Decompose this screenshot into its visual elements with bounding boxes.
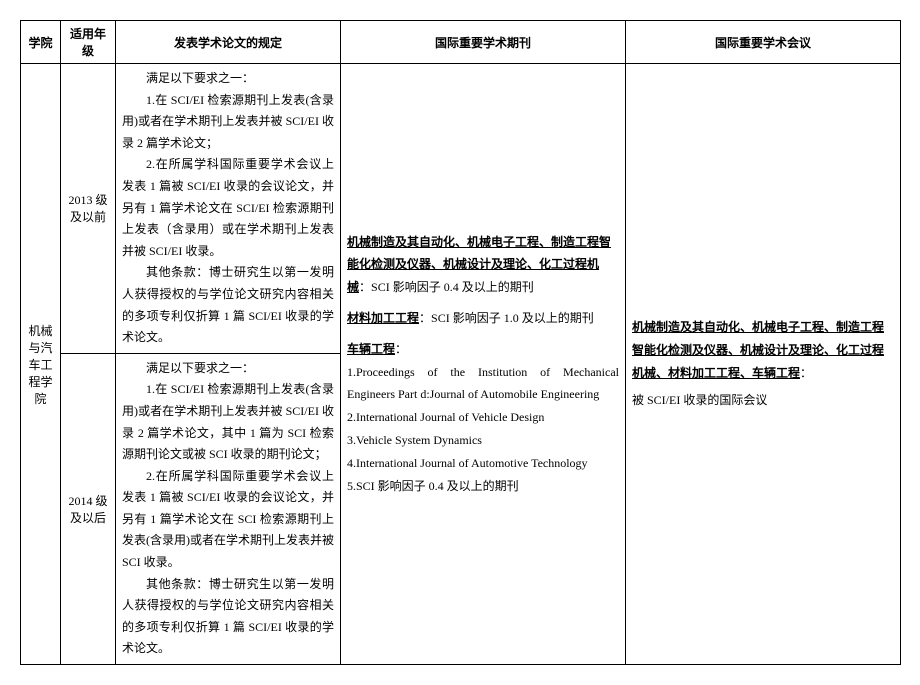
rule-item: 1.在 SCI/EI 检索源期刊上发表(含录用)或者在学术期刊上发表并被 SCI… xyxy=(122,379,334,465)
header-rule: 发表学术论文的规定 xyxy=(116,21,341,64)
conference-subject: 机械制造及其自动化、机械电子工程、制造工程智能化检测及仪器、机械设计及理论、化工… xyxy=(632,320,884,380)
journal-subject: 材料加工工程 xyxy=(347,311,419,325)
rule-other: 其他条款：博士研究生以第一发明人获得授权的与学位论文研究内容相关的多项专利仅折算… xyxy=(122,262,334,348)
header-row: 学院 适用年级 发表学术论文的规定 国际重要学术期刊 国际重要学术会议 xyxy=(21,21,901,64)
rule-item: 2.在所属学科国际重要学术会议上发表 1 篇被 SCI/EI 收录的会议论文，并… xyxy=(122,466,334,574)
grade-cell-1: 2013 级及以前 xyxy=(61,64,116,354)
conference-tail: ： xyxy=(800,366,812,380)
school-cell: 机械与汽车工程学院 xyxy=(21,64,61,665)
rule-intro: 满足以下要求之一： xyxy=(122,358,334,380)
rule-cell-2: 满足以下要求之一： 1.在 SCI/EI 检索源期刊上发表(含录用)或者在学术期… xyxy=(116,353,341,664)
rule-item: 2.在所属学科国际重要学术会议上发表 1 篇被 SCI/EI 收录的会议论文，并… xyxy=(122,154,334,262)
journal-line: 机械制造及其自动化、机械电子工程、制造工程智能化检测及仪器、机械设计及理论、化工… xyxy=(347,231,619,299)
journal-tail: ：SCI 影响因子 0.4 及以上的期刊 xyxy=(359,280,534,294)
journal-line: 材料加工工程：SCI 影响因子 1.0 及以上的期刊 xyxy=(347,307,619,330)
conference-line: 机械制造及其自动化、机械电子工程、制造工程智能化检测及仪器、机械设计及理论、化工… xyxy=(632,316,894,384)
journal-en-item: 5.SCI 影响因子 0.4 及以上的期刊 xyxy=(347,475,619,498)
conference-cell: 机械制造及其自动化、机械电子工程、制造工程智能化检测及仪器、机械设计及理论、化工… xyxy=(626,64,901,665)
grade-cell-2: 2014 级及以后 xyxy=(61,353,116,664)
journal-tail: ：SCI 影响因子 1.0 及以上的期刊 xyxy=(419,311,594,325)
journal-cell: 机械制造及其自动化、机械电子工程、制造工程智能化检测及仪器、机械设计及理论、化工… xyxy=(341,64,626,665)
header-school: 学院 xyxy=(21,21,61,64)
journal-subject: 车辆工程 xyxy=(347,342,395,356)
journal-line: 车辆工程： xyxy=(347,338,619,361)
header-conference: 国际重要学术会议 xyxy=(626,21,901,64)
journal-tail: ： xyxy=(395,342,407,356)
rule-item: 1.在 SCI/EI 检索源期刊上发表(含录用)或者在学术期刊上发表并被 SCI… xyxy=(122,90,334,155)
requirements-table: 学院 适用年级 发表学术论文的规定 国际重要学术期刊 国际重要学术会议 机械与汽… xyxy=(20,20,901,665)
rule-intro: 满足以下要求之一： xyxy=(122,68,334,90)
journal-en-item: 1.Proceedings of the Institution of Mech… xyxy=(347,361,619,407)
table-row: 机械与汽车工程学院 2013 级及以前 满足以下要求之一： 1.在 SCI/EI… xyxy=(21,64,901,354)
conference-body: 被 SCI/EI 收录的国际会议 xyxy=(632,389,894,412)
journal-en-item: 2.International Journal of Vehicle Desig… xyxy=(347,406,619,429)
header-grade: 适用年级 xyxy=(61,21,116,64)
rule-cell-1: 满足以下要求之一： 1.在 SCI/EI 检索源期刊上发表(含录用)或者在学术期… xyxy=(116,64,341,354)
journal-en-item: 3.Vehicle System Dynamics xyxy=(347,429,619,452)
header-journal: 国际重要学术期刊 xyxy=(341,21,626,64)
rule-other: 其他条款：博士研究生以第一发明人获得授权的与学位论文研究内容相关的多项专利仅折算… xyxy=(122,574,334,660)
journal-en-item: 4.International Journal of Automotive Te… xyxy=(347,452,619,475)
